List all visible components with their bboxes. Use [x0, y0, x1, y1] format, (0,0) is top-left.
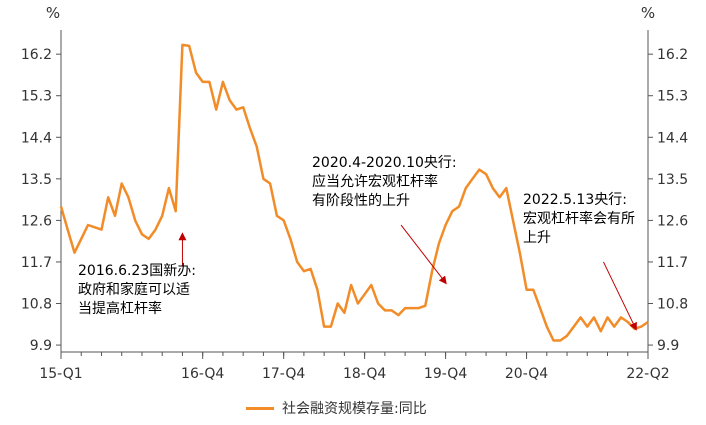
annotation-1-line-2: 政府和家庭可以适	[78, 282, 190, 298]
x-tick-label: 20-Q4	[505, 366, 548, 382]
y-tick-label-right: 15.3	[657, 89, 688, 105]
legend-swatch	[246, 406, 274, 410]
y-tick-label-left: 16.2	[21, 47, 52, 63]
annotation-1: 2016.6.23国新办: 政府和家庭可以适 当提高杠杆率	[78, 262, 196, 319]
y-tick-label-right: 16.2	[657, 47, 688, 63]
y-tick-label-left: 12.6	[21, 213, 52, 229]
y-tick-label-right: 9.9	[657, 338, 679, 354]
x-tick-label: 17-Q4	[262, 366, 305, 382]
y-tick-label-left: 11.7	[21, 255, 52, 271]
annotation-3: 2022.5.13央行: 宏观杠杆率会有所 上升	[523, 191, 635, 248]
legend: 社会融资规模存量:同比	[246, 398, 427, 418]
y-tick-label-left: 9.9	[30, 338, 52, 354]
y-tick-label-left: 15.3	[21, 89, 52, 105]
annotation-1-line-3: 当提高杠杆率	[78, 301, 162, 317]
y-tick-label-right: 11.7	[657, 255, 688, 271]
annotation-2-line-3: 有阶段性的上升	[312, 193, 410, 209]
annotation-3-line-2: 宏观杠杆率会有所	[523, 211, 635, 227]
annotation-2: 2020.4-2020.10央行: 应当允许宏观杠杆率 有阶段性的上升	[312, 154, 457, 211]
y-tick-label-right: 14.4	[657, 130, 688, 146]
y-tick-label-right: 10.8	[657, 297, 688, 313]
annotation-3-line-3: 上升	[523, 230, 551, 246]
unit-label-left: %	[46, 4, 60, 22]
annotation-1-line-1: 2016.6.23国新办:	[78, 263, 196, 279]
x-tick-label: 19-Q4	[424, 366, 467, 382]
y-tick-label-left: 10.8	[21, 297, 52, 313]
y-tick-label-right: 12.6	[657, 213, 688, 229]
unit-label-right: %	[641, 4, 655, 22]
annotation-2-line-2: 应当允许宏观杠杆率	[312, 174, 438, 190]
x-tick-label: 16-Q4	[181, 366, 224, 382]
series-line-social-financing	[59, 43, 649, 342]
x-tick-label: 22-Q2	[626, 366, 669, 382]
annotation-arrow-3	[603, 261, 637, 331]
y-tick-label-left: 14.4	[21, 130, 52, 146]
legend-label: 社会融资规模存量:同比	[282, 401, 427, 417]
x-tick-label: 15-Q1	[39, 366, 82, 382]
x-tick-label: 18-Q4	[343, 366, 386, 382]
annotation-arrow-2	[400, 224, 447, 285]
y-tick-label-left: 13.5	[21, 172, 52, 188]
annotation-3-line-1: 2022.5.13央行:	[523, 192, 627, 208]
y-tick-label-right: 13.5	[657, 172, 688, 188]
annotation-2-line-1: 2020.4-2020.10央行:	[312, 155, 457, 171]
